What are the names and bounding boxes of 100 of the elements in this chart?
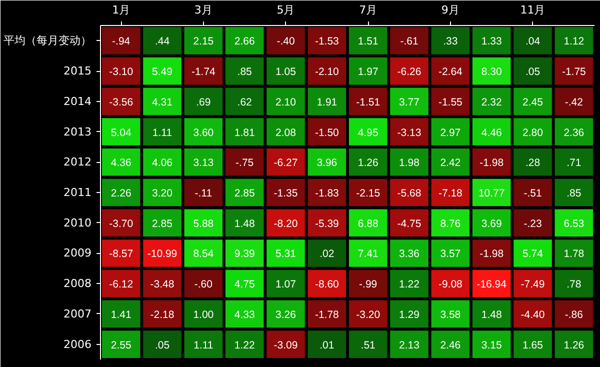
data-label: -8.20 [274, 218, 298, 230]
data-label: 1.33 [481, 36, 502, 48]
data-label: .69 [196, 96, 211, 108]
data-label: 2.08 [276, 126, 296, 139]
data-label: 1.11 [194, 339, 214, 352]
data-label: -7.49 [520, 278, 545, 291]
data-label: -16.94 [476, 278, 507, 291]
data-label: 10.77 [478, 188, 505, 200]
data-label: 6.88 [358, 218, 378, 230]
y-tick-label: 2015 [64, 64, 92, 78]
data-label: 7.41 [358, 248, 378, 260]
data-label: .62 [237, 96, 252, 108]
data-label: .28 [525, 157, 540, 170]
data-label: -1.98 [480, 157, 504, 170]
data-label: 4.36 [110, 157, 132, 170]
data-label: -6.26 [397, 66, 422, 78]
data-label: .71 [566, 157, 582, 170]
data-label: -2.18 [150, 308, 174, 321]
data-label: 5.31 [276, 248, 296, 260]
data-label: 8.76 [440, 218, 461, 230]
data-label: -1.78 [314, 308, 340, 321]
data-label: -.23 [524, 218, 542, 230]
data-label: 2.32 [481, 96, 502, 108]
data-label: 5.88 [193, 218, 214, 230]
data-label: 1.26 [564, 339, 584, 352]
y-tick-label: 2013 [64, 125, 92, 138]
y-tick-label: 2011 [64, 186, 92, 199]
data-label: 4.95 [358, 126, 378, 139]
data-label: -6.12 [109, 278, 134, 291]
data-label: 4.46 [481, 126, 502, 139]
data-label: -9.08 [438, 278, 463, 291]
data-label: -1.53 [314, 36, 340, 48]
data-label: -3.13 [397, 126, 422, 139]
data-label: 3.69 [481, 218, 502, 230]
data-label: 2.45 [522, 96, 544, 108]
data-label: .01 [320, 339, 334, 352]
data-label: 1.98 [399, 157, 420, 170]
data-label: .05 [525, 66, 540, 78]
data-label: 1.22 [234, 339, 255, 352]
data-label: 1.48 [481, 308, 502, 321]
data-label: -8.60 [314, 278, 340, 291]
data-label: .85 [237, 66, 252, 78]
data-label: 3.36 [399, 248, 420, 260]
data-label: .33 [443, 36, 458, 48]
data-label: 1.51 [358, 36, 378, 48]
y-tick-label: 2014 [64, 94, 92, 108]
data-label: 2.36 [564, 126, 584, 139]
data-label: -6.27 [274, 157, 298, 170]
x-tick-label: 7月 [359, 4, 378, 16]
y-tick-label: 2008 [64, 277, 92, 290]
data-label: -2.10 [314, 66, 340, 78]
data-label: -5.68 [397, 188, 422, 200]
data-label: 1.11 [152, 126, 172, 139]
data-label: 8.30 [481, 66, 502, 78]
data-label: -.11 [194, 188, 212, 200]
data-label: -2.15 [356, 188, 380, 200]
data-label: 3.77 [399, 96, 420, 108]
data-label: 3.20 [152, 188, 173, 200]
x-tick-label: 11月 [520, 4, 546, 16]
data-label: 1.81 [234, 126, 255, 139]
y-tick-label: 2009 [64, 246, 92, 260]
data-label: 3.96 [316, 157, 338, 170]
data-label: -4.75 [397, 218, 422, 230]
data-label: 1.97 [358, 66, 378, 78]
data-label: -3.10 [109, 66, 134, 78]
data-label: 4.33 [234, 308, 255, 321]
data-label: -3.56 [109, 96, 134, 108]
data-label: 3.58 [440, 308, 461, 321]
data-label: 1.91 [316, 96, 338, 108]
data-label: 8.54 [193, 248, 214, 260]
data-label: 1.12 [564, 36, 584, 48]
data-label: -1.51 [356, 96, 380, 108]
data-label: -1.35 [274, 188, 298, 200]
data-label: 2.80 [522, 126, 544, 139]
data-label: 3.15 [481, 339, 502, 352]
data-label: .04 [525, 36, 540, 48]
data-label: 1.29 [399, 308, 420, 321]
data-label: -3.09 [274, 339, 298, 352]
data-label: 2.85 [234, 188, 255, 200]
data-label: 2.13 [399, 339, 420, 352]
data-label: 2.26 [110, 188, 132, 200]
y-tick-label: 2006 [64, 338, 92, 351]
data-label: -.42 [564, 96, 584, 108]
data-label: -.61 [400, 36, 418, 48]
data-label: -.60 [194, 278, 213, 291]
x-tick-label: 1月 [112, 4, 130, 16]
data-label: 6.53 [564, 218, 584, 230]
data-label: -.75 [236, 157, 254, 170]
data-label: 1.65 [522, 339, 544, 352]
data-label: 3.60 [193, 126, 214, 139]
data-label: -1.55 [438, 96, 463, 108]
data-label: -.99 [359, 278, 378, 291]
data-label: -1.75 [562, 66, 586, 78]
data-label: .85 [566, 188, 582, 200]
data-label: 5.74 [522, 248, 544, 260]
data-label: 9.39 [234, 248, 255, 260]
data-label: 1.07 [276, 278, 296, 291]
data-label: -2.64 [438, 66, 463, 78]
data-label: 1.22 [399, 278, 420, 291]
data-label: 2.46 [440, 339, 461, 352]
